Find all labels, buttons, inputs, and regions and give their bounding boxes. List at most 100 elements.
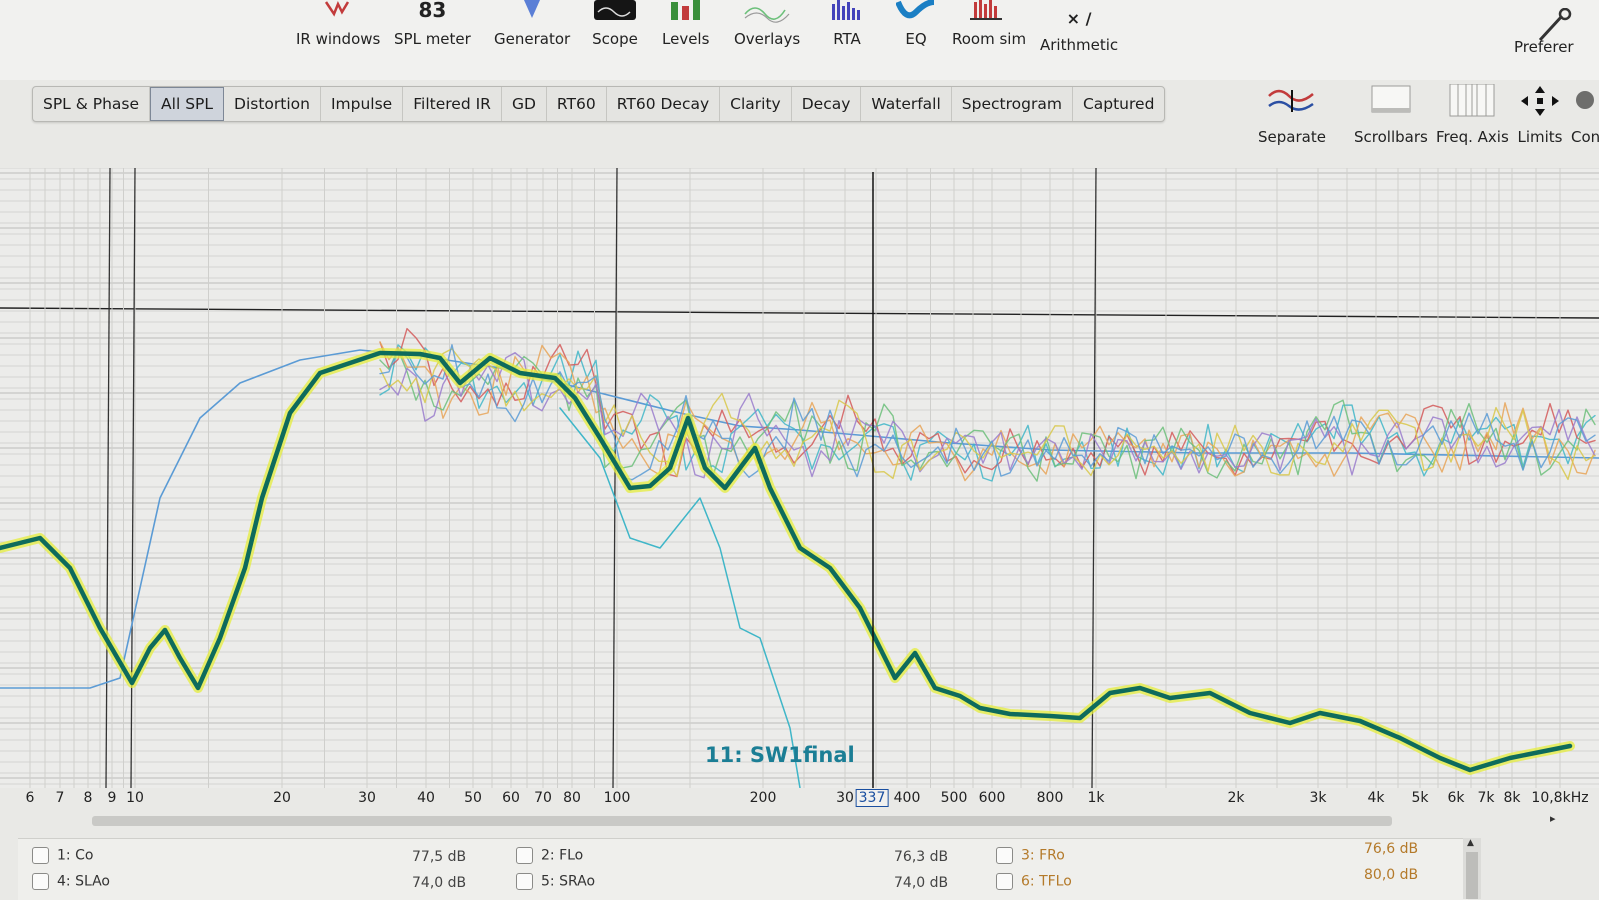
eq-icon	[895, 0, 936, 26]
legend-value: 74,0 dB	[894, 875, 949, 891]
freq-tick-label: 10,8kHz	[1531, 790, 1589, 806]
levels-label: Levels	[662, 30, 710, 48]
freq-tick-label: 30	[836, 790, 854, 806]
freq-tick-label: 8k	[1503, 790, 1521, 806]
rta-button[interactable]: RTA	[830, 0, 864, 48]
overlays-button[interactable]: Overlays	[734, 0, 800, 48]
scroll-up-arrow-icon[interactable]: ▲	[1467, 838, 1474, 848]
trace-line	[379, 344, 1596, 481]
freq-tick-label: 100	[603, 790, 631, 806]
freq-axis-button[interactable]: Freq. Axis	[1436, 83, 1509, 146]
freq-tick-label: 5k	[1411, 790, 1429, 806]
freq-axis-label: Freq. Axis	[1436, 128, 1509, 146]
legend-checkbox[interactable]	[996, 847, 1013, 864]
spl-graph[interactable]: 11: SW1final	[0, 167, 1599, 789]
legend-item[interactable]: 3: FRo	[996, 847, 1065, 864]
tab-distortion[interactable]: Distortion	[224, 87, 321, 121]
tab-impulse[interactable]: Impulse	[321, 87, 404, 121]
freq-tick-label: 10	[126, 790, 144, 806]
decade-grid-line	[105, 167, 111, 789]
tab-filtered-ir[interactable]: Filtered IR	[403, 87, 502, 121]
controls-button[interactable]: Con	[1571, 84, 1599, 146]
legend-checkbox[interactable]	[32, 847, 49, 864]
trace-line	[379, 352, 1596, 479]
generator-button[interactable]: Generator	[494, 0, 570, 48]
tab-all-spl[interactable]: All SPL	[150, 87, 225, 121]
legend-item[interactable]: 4: SLAo	[32, 873, 110, 890]
ir-windows-button[interactable]: IR windows	[296, 0, 380, 48]
tab-clarity[interactable]: Clarity	[720, 87, 792, 121]
legend-value: 80,0 dB	[1364, 867, 1419, 883]
spl-meter-button[interactable]: 83 SPL meter	[394, 0, 471, 48]
tab-rt60-decay[interactable]: RT60 Decay	[607, 87, 721, 121]
limits-label: Limits	[1517, 128, 1563, 146]
freq-tick-label: 9	[107, 790, 117, 806]
trace-line	[379, 327, 1596, 478]
legend-item[interactable]: 2: FLo	[516, 847, 583, 864]
freq-tick-label: 20	[273, 790, 291, 806]
measurement-legend: 1: Co 77,5 dB 2: FLo 76,3 dB 3: FRo 76,6…	[18, 838, 1468, 900]
arithmetic-label: Arithmetic	[1040, 36, 1119, 54]
legend-item[interactable]: 1: Co	[32, 847, 93, 864]
legend-checkbox[interactable]	[516, 873, 533, 890]
legend-value: 77,5 dB	[412, 849, 467, 865]
preferences-icon	[1534, 7, 1574, 42]
freq-tick-label: 2k	[1227, 790, 1245, 806]
legend-item[interactable]: 5: SRAo	[516, 873, 595, 890]
horizontal-scrollbar[interactable]	[92, 816, 1392, 826]
decade-grid-line	[1091, 167, 1097, 789]
graph-grid	[0, 167, 1599, 789]
spl-meter-label: SPL meter	[394, 30, 471, 48]
tab-waterfall[interactable]: Waterfall	[861, 87, 952, 121]
room-sim-button[interactable]: Room sim	[952, 0, 1026, 48]
generator-label: Generator	[494, 30, 571, 48]
room-sim-icon	[952, 0, 1026, 26]
freq-axis-icon	[1436, 83, 1509, 118]
legend-checkbox[interactable]	[996, 873, 1013, 890]
limits-button[interactable]: Limits	[1517, 84, 1563, 146]
freq-tick-label: 40	[417, 790, 435, 806]
preferences-button[interactable]: Preferer	[1514, 7, 1574, 56]
freq-tick-label: 1k	[1087, 790, 1105, 806]
tab-rt60[interactable]: RT60	[547, 87, 607, 121]
reference-line	[0, 307, 1599, 319]
legend-item[interactable]: 6: TFLo	[996, 873, 1072, 890]
active-trace-label: 11: SW1final	[705, 743, 855, 767]
arithmetic-button[interactable]: × / Arithmetic	[1040, 0, 1118, 54]
eq-button[interactable]: EQ	[895, 0, 936, 48]
main-toolbar: IR windows 83 SPL meter Generator Scope …	[0, 0, 1599, 80]
frequency-axis: 6 7 8 9 10 20 30 40 50 60 70 80 100 200 30 400 500 600 800…	[0, 788, 1599, 814]
preferences-label: Preferer	[1514, 38, 1574, 56]
generator-icon	[494, 0, 570, 26]
eq-label: EQ	[905, 30, 927, 48]
cursor-frequency-readout[interactable]: 337	[855, 789, 889, 807]
legend-scrollbar[interactable]: ▲	[1463, 838, 1481, 899]
legend-scrollbar-thumb[interactable]	[1466, 852, 1478, 899]
scrollbars-button[interactable]: Scrollbars	[1354, 84, 1428, 146]
legend-checkbox[interactable]	[32, 873, 49, 890]
tab-captured[interactable]: Captured	[1082, 95, 1155, 113]
scrollbars-icon	[1354, 84, 1428, 118]
separate-button[interactable]: Separate	[1258, 84, 1326, 146]
controls-label: Con	[1571, 128, 1599, 146]
ir-windows-icon	[296, 0, 380, 26]
levels-icon	[662, 0, 709, 26]
freq-tick-label: 4k	[1367, 790, 1385, 806]
levels-button[interactable]: Levels	[662, 0, 709, 48]
tab-spl-phase[interactable]: SPL & Phase	[33, 87, 151, 121]
freq-tick-label: 6	[25, 790, 35, 806]
tab-spectrogram[interactable]: Spectrogram	[952, 87, 1073, 121]
freq-tick-label: 80	[563, 790, 581, 806]
controls-icon	[1571, 84, 1599, 118]
legend-checkbox[interactable]	[516, 847, 533, 864]
spl-graph-canvas[interactable]: 11: SW1final	[0, 167, 1599, 789]
freq-tick-label: 8	[83, 790, 93, 806]
tab-decay[interactable]: Decay	[792, 87, 862, 121]
trace-line	[559, 407, 801, 789]
room-sim-label: Room sim	[952, 30, 1027, 48]
freq-tick-label: 500	[940, 790, 968, 806]
scope-button[interactable]: Scope	[592, 0, 638, 48]
freq-tick-label: 3k	[1309, 790, 1327, 806]
tab-gd[interactable]: GD	[502, 87, 547, 121]
scroll-right-arrow-icon[interactable]: ▸	[1550, 812, 1556, 825]
